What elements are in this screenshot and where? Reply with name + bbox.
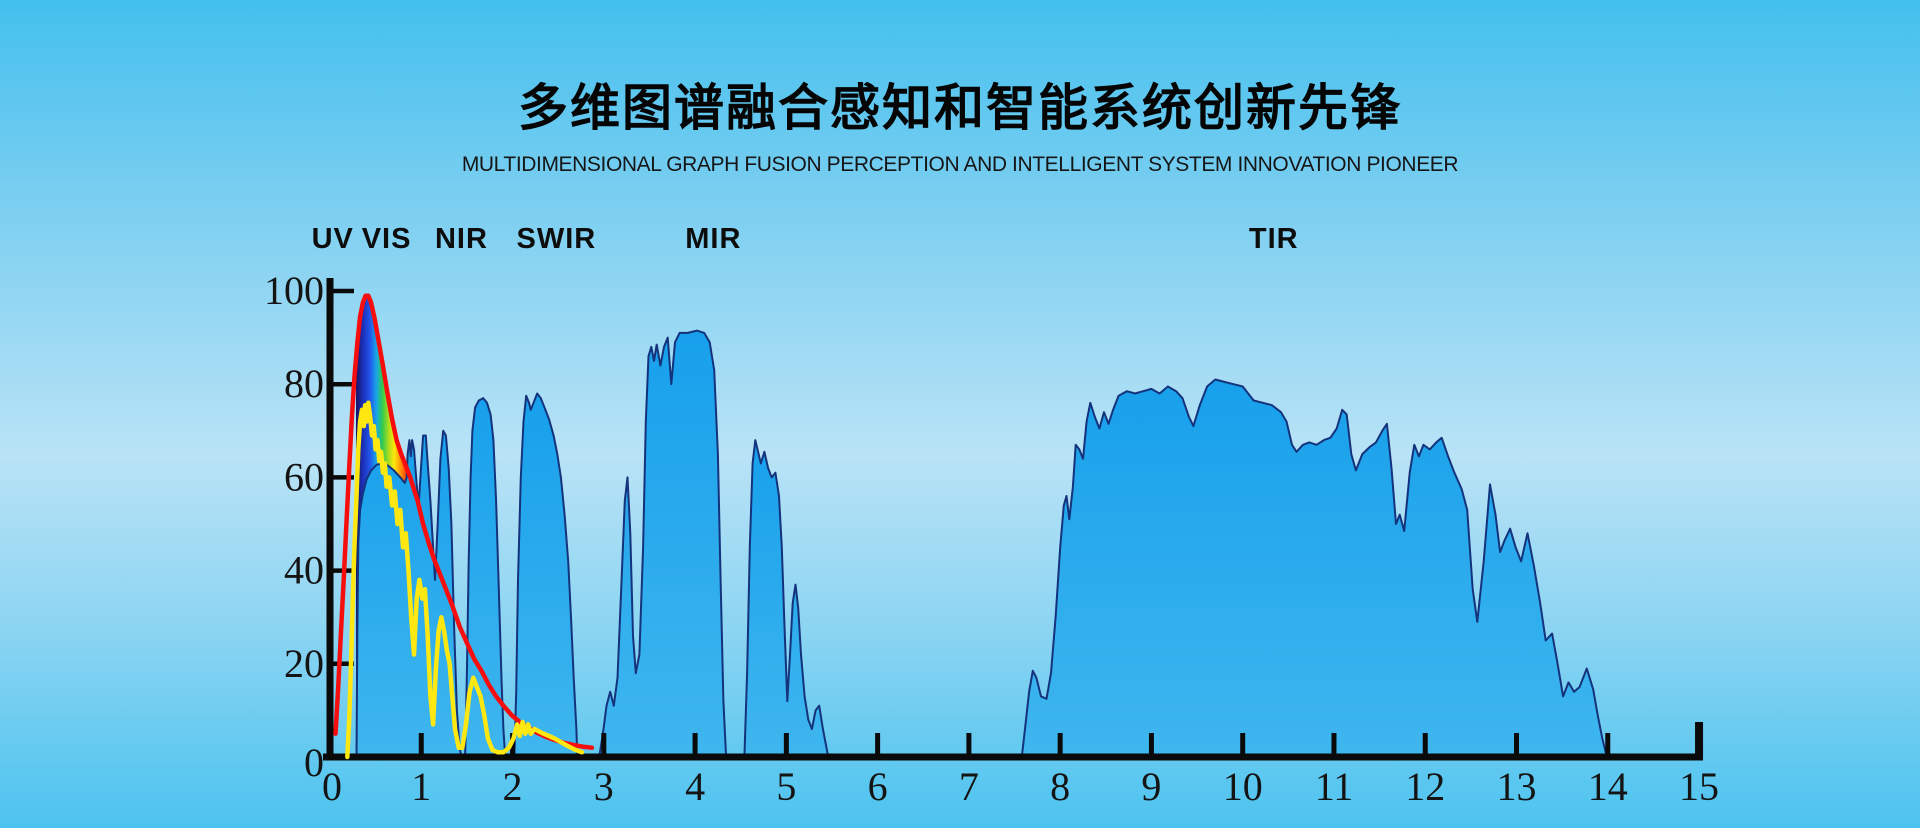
band-label-vis: VIS: [362, 223, 412, 255]
transmission-window-6: [1020, 378, 1608, 758]
band-label-tir: TIR: [1249, 223, 1299, 255]
x-tick-label-2: 2: [503, 764, 523, 809]
band-label-mir: MIR: [685, 223, 741, 255]
x-tick-label-3: 3: [594, 764, 614, 809]
y-tick-label-40: 40: [284, 548, 324, 593]
x-tick-label-8: 8: [1050, 764, 1070, 809]
page-title: 多维图谱融合感知和智能系统创新先锋: [518, 80, 1402, 136]
y-tick-label-100: 100: [264, 268, 324, 313]
y-tick-label-60: 60: [284, 454, 324, 499]
x-tick-label-13: 13: [1497, 764, 1537, 809]
x-tick-label-1: 1: [411, 764, 431, 809]
x-tick-label-10: 10: [1223, 764, 1263, 809]
band-label-uv: UV: [312, 223, 354, 255]
transmission-window-3: [513, 392, 579, 758]
transmission-window-4: [598, 329, 728, 758]
x-tick-label-14: 14: [1588, 764, 1628, 809]
y-tick-label-0: 0: [304, 740, 324, 785]
x-tick-label-6: 6: [868, 764, 888, 809]
x-tick-label-12: 12: [1405, 764, 1445, 809]
band-label-nir: NIR: [435, 223, 488, 255]
transmission-window-2: [464, 397, 507, 758]
page-subtitle: MULTIDIMENSIONAL GRAPH FUSION PERCEPTION…: [461, 153, 1459, 176]
x-tick-label-15: 15: [1679, 764, 1719, 809]
x-tick-label-4: 4: [685, 764, 705, 809]
y-tick-label-80: 80: [284, 361, 324, 406]
x-tick-label-9: 9: [1141, 764, 1161, 809]
x-tick-label-11: 11: [1315, 764, 1354, 809]
x-tick-label-0: 0: [322, 764, 342, 809]
band-label-swir: SWIR: [516, 223, 596, 255]
x-tick-label-5: 5: [776, 764, 796, 809]
transmission-window-5: [743, 439, 830, 758]
y-tick-label-20: 20: [284, 641, 324, 686]
ground-irradiance-curve: [345, 400, 585, 760]
x-tick-label-7: 7: [959, 764, 979, 809]
